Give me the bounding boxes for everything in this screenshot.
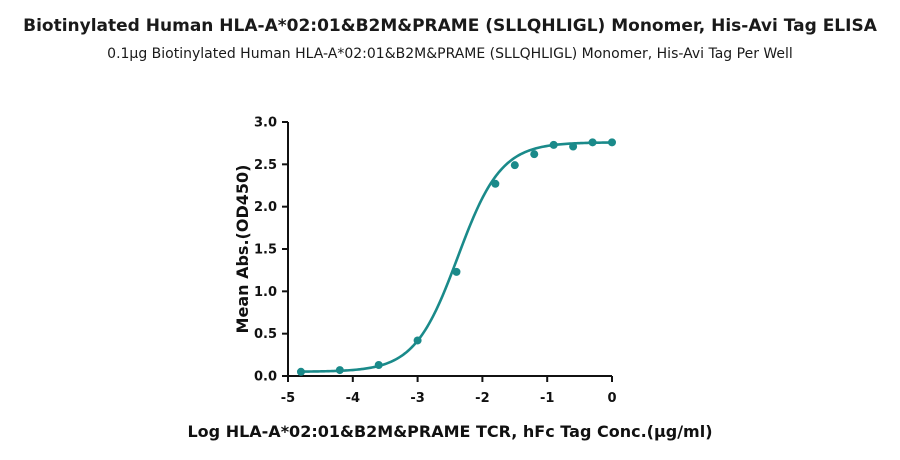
data-point: [569, 142, 578, 151]
data-point: [335, 366, 344, 375]
y-axis-label: Mean Abs.(OD450): [233, 165, 252, 334]
data-point: [549, 140, 558, 149]
data-point: [452, 267, 461, 276]
fit-curve-layer: [300, 141, 613, 373]
axes: -5 -4 -3 -2 -1 0 0.0 0.5 1.0 1.5 2.0 2.5 3.0: [254, 116, 617, 407]
x-tick-label: -5: [281, 391, 295, 406]
y-tick-label: 2.0: [254, 200, 277, 215]
data-point: [296, 367, 305, 376]
fit-curve: [300, 141, 613, 373]
y-tick-label: 1.0: [254, 285, 277, 300]
y-tick-label: 3.0: [254, 116, 277, 131]
x-tick-label: -4: [346, 391, 360, 406]
x-tick-label: -2: [475, 391, 489, 406]
x-tick-label: 0: [607, 391, 616, 406]
x-axis-label: Log HLA-A*02:01&B2M&PRAME TCR, hFc Tag C…: [187, 422, 712, 441]
chart-subtitle: 0.1μg Biotinylated Human HLA-A*02:01&B2M…: [107, 46, 793, 62]
chart-title: Biotinylated Human HLA-A*02:01&B2M&PRAME…: [23, 16, 877, 36]
data-point: [608, 138, 616, 147]
data-point: [491, 179, 500, 188]
data-points-layer: [296, 138, 616, 376]
data-point: [510, 161, 519, 170]
data-point: [413, 336, 422, 345]
x-tick-label: -1: [540, 391, 554, 406]
data-point: [588, 138, 597, 147]
y-tick-label: 2.5: [254, 158, 277, 173]
y-tick-label: 0.0: [254, 370, 277, 385]
y-tick-label: 1.5: [254, 243, 277, 258]
data-point: [530, 150, 539, 159]
y-tick-label: 0.5: [254, 327, 277, 342]
x-tick-label: -3: [410, 391, 424, 406]
data-point: [374, 360, 383, 369]
